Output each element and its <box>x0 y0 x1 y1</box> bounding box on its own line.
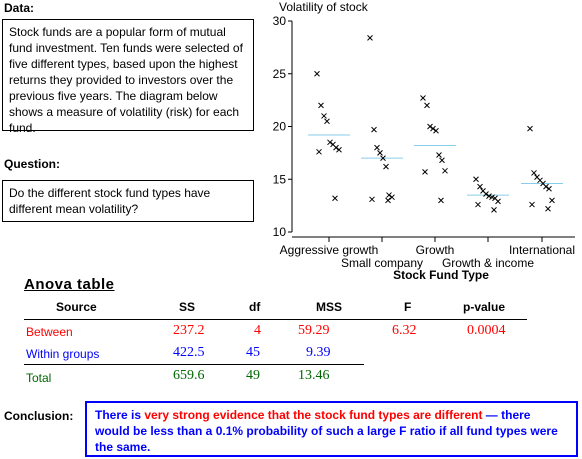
data-point <box>483 191 489 197</box>
x-tick-label-international: International <box>509 243 575 257</box>
data-point <box>442 167 448 174</box>
y-tick-label-30: 30 <box>273 14 287 28</box>
data-point <box>367 35 373 41</box>
data-point <box>324 118 330 125</box>
data-heading: Data: <box>4 1 35 15</box>
within-ss: 422.5 <box>173 345 205 360</box>
data-point <box>477 183 483 190</box>
between-mss: 59.29 <box>298 323 330 338</box>
data-description-box: Stock funds are a popular form of mutual… <box>2 19 254 135</box>
data-point <box>438 197 444 204</box>
data-point <box>332 195 338 202</box>
total-mss: 13.46 <box>298 368 330 383</box>
data-point <box>380 155 386 162</box>
data-description-text: Stock funds are a popular form of mutual… <box>9 25 243 135</box>
header-p-value: p-value <box>463 300 506 314</box>
within-df: 45 <box>246 345 260 360</box>
data-point <box>327 139 333 146</box>
header-df: df <box>249 300 261 314</box>
data-point <box>427 123 433 130</box>
data-point <box>374 144 380 151</box>
y-tick-label-10: 10 <box>273 225 287 239</box>
data-point <box>316 148 322 155</box>
question-heading: Question: <box>4 157 60 171</box>
total-df: 49 <box>246 368 260 383</box>
data-point <box>486 193 492 199</box>
data-point <box>424 102 430 109</box>
data-point <box>473 176 479 183</box>
data-point <box>545 205 551 212</box>
x-tick-label-aggressive-growth: Aggressive growth <box>280 243 379 257</box>
data-point <box>422 169 428 175</box>
data-point <box>475 201 481 208</box>
data-point <box>433 127 439 134</box>
total-label: Total <box>26 371 52 385</box>
within-label: Within groups <box>26 347 100 361</box>
data-point <box>543 183 549 190</box>
volatility-dot-plot: Volatility of stock 10 15 20 25 30 Aggressive … <box>273 0 575 282</box>
total-divider <box>24 364 364 365</box>
data-point <box>436 152 442 158</box>
data-point <box>383 163 389 170</box>
header-divider <box>24 319 527 320</box>
data-point <box>527 125 533 132</box>
data-point <box>314 70 320 77</box>
data-point <box>549 197 555 204</box>
y-tick-label-15: 15 <box>273 172 287 186</box>
between-f: 6.32 <box>392 323 417 338</box>
data-point <box>369 196 375 203</box>
header-source: Source <box>56 300 97 314</box>
x-tick-label-growth-income: Growth & income <box>442 256 534 270</box>
anova-table-title: Anova table <box>24 276 115 293</box>
between-label: Between <box>26 325 73 339</box>
data-point <box>386 192 392 198</box>
data-point <box>420 95 426 101</box>
x-axis-label: Stock Fund Type <box>393 268 489 282</box>
between-p-value: 0.0004 <box>467 323 506 338</box>
data-point <box>385 197 391 204</box>
y-tick-label-25: 25 <box>273 67 287 81</box>
y-axis-label: Volatility of stock <box>279 0 369 14</box>
data-point <box>531 170 537 176</box>
data-point <box>489 194 495 201</box>
y-tick-label-20: 20 <box>273 120 287 134</box>
conclusion-box: There is very strong evidence that the s… <box>85 401 578 457</box>
question-text: Do the different stock fund types have d… <box>9 186 211 216</box>
question-box: Do the different stock fund types have d… <box>2 180 254 222</box>
between-ss: 237.2 <box>173 323 205 338</box>
data-point <box>321 113 327 119</box>
header-ss: SS <box>179 300 196 314</box>
data-point <box>377 150 383 156</box>
x-tick-label-small-company: Small company <box>341 256 423 270</box>
data-point <box>491 206 497 213</box>
header-mss: MSS <box>316 300 343 314</box>
between-df: 4 <box>254 323 261 338</box>
conclusion-evidence-text: very strong evidence that the stock fund… <box>144 408 483 422</box>
data-point <box>389 194 395 201</box>
data-point <box>371 126 377 133</box>
conclusion-text-start: There is <box>95 408 145 422</box>
data-point <box>546 185 552 192</box>
data-point <box>529 201 535 208</box>
data-point <box>333 144 339 151</box>
conclusion-heading: Conclusion: <box>4 409 74 423</box>
x-tick-label-growth: Growth <box>416 243 455 257</box>
within-mss: 9.39 <box>306 345 331 360</box>
data-point <box>318 102 324 109</box>
data-point <box>430 125 436 132</box>
data-point <box>336 146 342 153</box>
header-f: F <box>404 300 412 314</box>
total-ss: 659.6 <box>173 368 205 383</box>
conclusion-text-end: — there would be less than a 0.1% probab… <box>95 408 558 454</box>
data-point <box>439 157 445 164</box>
data-point <box>495 198 501 205</box>
